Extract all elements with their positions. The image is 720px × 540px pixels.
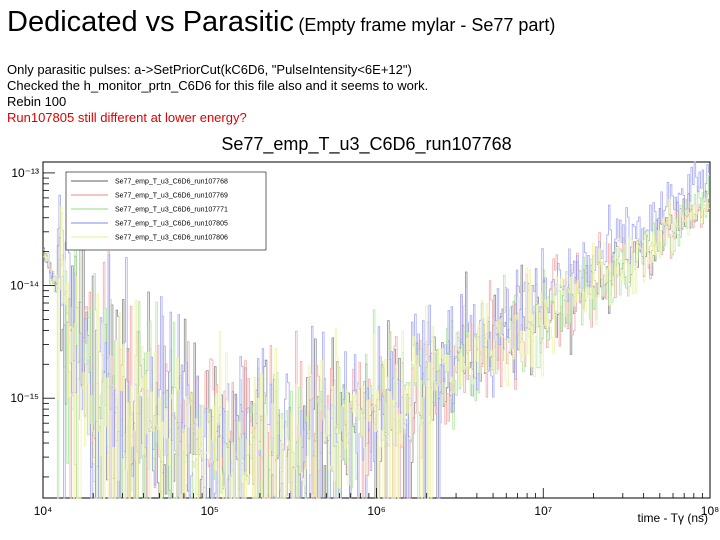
slide-title-subtitle: (Empty frame mylar - Se77 part) [298, 15, 556, 35]
slide-notes: Only parasitic pulses: a->SetPriorCut(kC… [7, 62, 428, 126]
chart-title: Se77_emp_T_u3_C6D6_run107768 [221, 134, 511, 155]
x-tick-label: 10⁴ [34, 504, 53, 518]
note-line: Checked the h_monitor_prtn_C6D6 for this… [7, 78, 429, 93]
legend-entry: Se77_emp_T_u3_C6D6_run107768 [115, 179, 228, 186]
legend-entry: Se77_emp_T_u3_C6D6_run107805 [115, 221, 228, 228]
series-line-5 [43, 197, 710, 499]
y-tick-label: 10⁻¹⁵ [10, 391, 39, 405]
slide-title-main: Dedicated vs Parasitic [7, 6, 294, 38]
y-tick-label: 10⁻¹⁴ [10, 279, 39, 293]
legend-entry: Se77_emp_T_u3_C6D6_run107771 [115, 207, 228, 214]
x-tick-label: 10⁵ [201, 504, 219, 518]
x-tick-label: 10⁷ [534, 504, 552, 518]
note-line-red: Run107805 still different at lower energ… [7, 110, 247, 125]
note-line: Rebin 100 [7, 94, 67, 109]
note-line: Only parasitic pulses: a->SetPriorCut(kC… [7, 62, 412, 77]
x-axis-label: time - Tγ (ns) [638, 511, 708, 525]
histogram-chart: Se77_emp_T_u3_C6D6_run107768 10⁴ 10⁵ 10⁶ 10⁷… [10, 134, 719, 525]
legend-entry: Se77_emp_T_u3_C6D6_run107806 [115, 235, 228, 242]
slide-title: Dedicated vs Parasitic (Empty frame myla… [7, 6, 555, 39]
series-line-4 [43, 161, 710, 499]
x-tick-label: 10⁶ [367, 504, 385, 518]
y-tick-label: 10⁻¹³ [11, 166, 39, 180]
x-tick-label: 10⁸ [701, 504, 719, 518]
legend-entry: Se77_emp_T_u3_C6D6_run107769 [115, 193, 228, 200]
